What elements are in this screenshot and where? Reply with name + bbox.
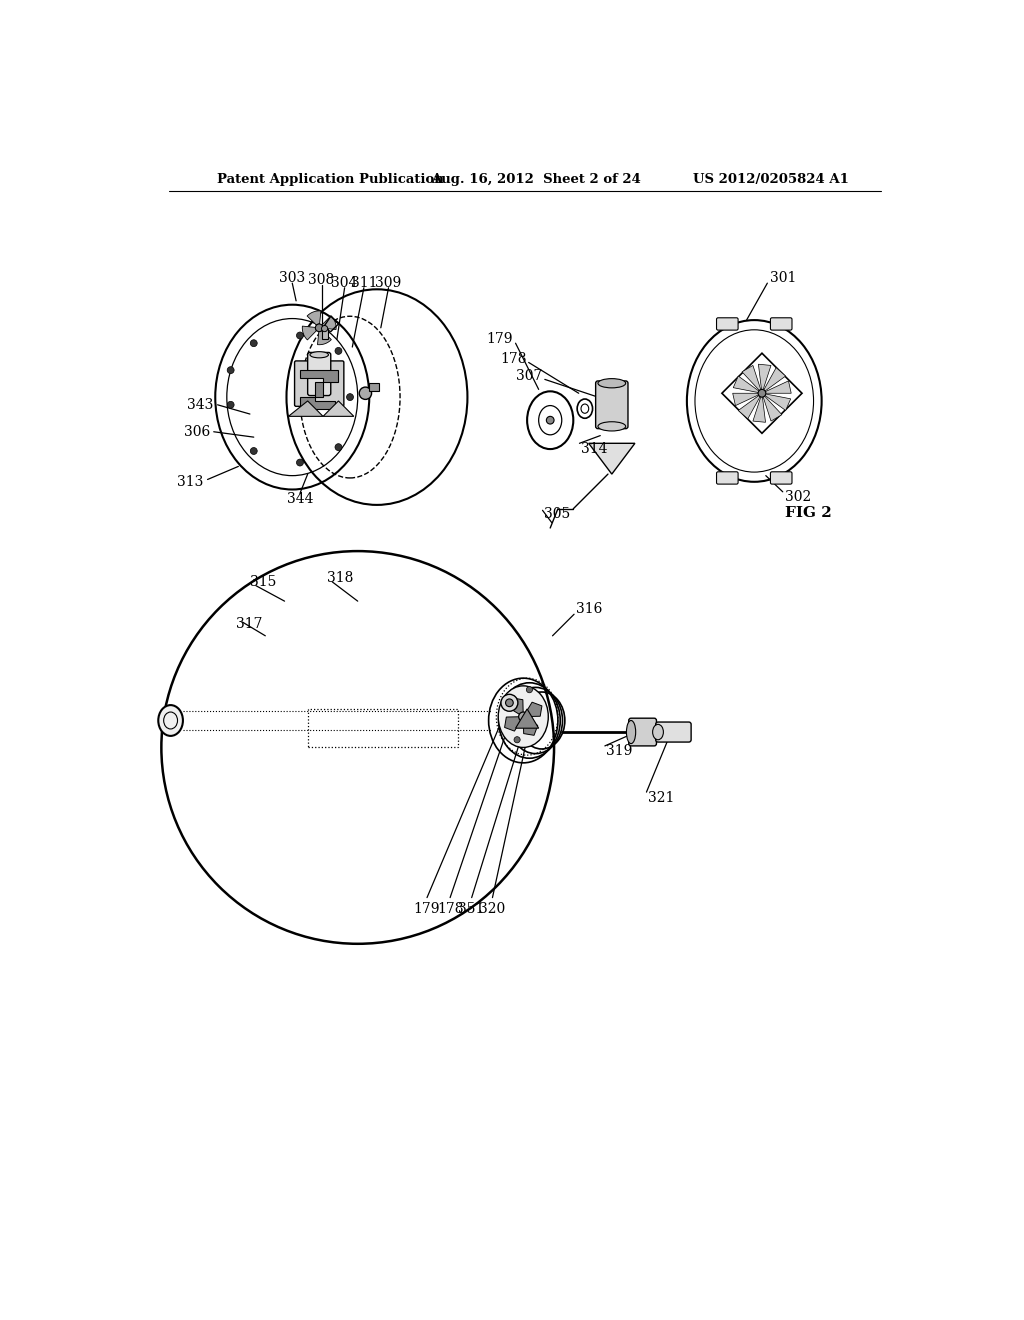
Circle shape — [227, 401, 234, 408]
Bar — [307, 709, 458, 747]
Text: 318: 318 — [327, 572, 353, 585]
Polygon shape — [589, 444, 635, 474]
FancyBboxPatch shape — [717, 471, 738, 484]
FancyBboxPatch shape — [629, 718, 656, 746]
Circle shape — [250, 447, 257, 454]
Circle shape — [335, 444, 342, 450]
Text: 343: 343 — [187, 397, 214, 412]
Circle shape — [250, 339, 257, 347]
Circle shape — [514, 737, 520, 743]
Polygon shape — [317, 330, 332, 345]
FancyBboxPatch shape — [307, 352, 331, 396]
Circle shape — [297, 459, 303, 466]
Circle shape — [501, 694, 518, 711]
FancyBboxPatch shape — [295, 360, 344, 407]
Text: 303: 303 — [280, 271, 305, 285]
Polygon shape — [307, 312, 321, 325]
Polygon shape — [742, 366, 761, 391]
Polygon shape — [302, 326, 316, 341]
Bar — [322, 329, 329, 339]
Polygon shape — [523, 717, 538, 735]
FancyBboxPatch shape — [596, 381, 628, 429]
Polygon shape — [523, 702, 542, 717]
Text: 317: 317 — [237, 618, 262, 631]
Polygon shape — [505, 717, 523, 731]
Circle shape — [315, 323, 323, 331]
Text: 319: 319 — [606, 744, 633, 758]
Circle shape — [547, 416, 554, 424]
Polygon shape — [323, 401, 354, 416]
Text: 302: 302 — [785, 490, 811, 504]
Text: 309: 309 — [376, 276, 401, 290]
Polygon shape — [763, 396, 782, 421]
Polygon shape — [733, 393, 759, 405]
Text: 308: 308 — [308, 273, 335, 286]
Polygon shape — [753, 397, 766, 422]
Text: 316: 316 — [575, 602, 602, 616]
Polygon shape — [738, 396, 760, 418]
Text: 320: 320 — [479, 902, 506, 916]
Text: 311: 311 — [350, 276, 377, 290]
FancyBboxPatch shape — [770, 471, 792, 484]
Ellipse shape — [627, 721, 636, 743]
Ellipse shape — [598, 379, 626, 388]
Text: 315: 315 — [250, 576, 276, 589]
Text: 178: 178 — [500, 351, 526, 366]
Circle shape — [518, 711, 528, 721]
Text: 179: 179 — [414, 902, 440, 916]
Circle shape — [346, 393, 353, 400]
Circle shape — [526, 686, 532, 693]
Ellipse shape — [652, 725, 664, 739]
Circle shape — [297, 333, 303, 339]
Circle shape — [359, 387, 372, 400]
Text: 306: 306 — [183, 425, 210, 438]
Polygon shape — [300, 370, 339, 409]
Polygon shape — [765, 393, 791, 411]
Text: 301: 301 — [770, 271, 796, 285]
Polygon shape — [759, 364, 771, 389]
Ellipse shape — [159, 705, 183, 737]
Text: 307: 307 — [516, 368, 543, 383]
Circle shape — [335, 347, 342, 354]
Text: 344: 344 — [287, 492, 313, 506]
FancyBboxPatch shape — [655, 722, 691, 742]
Polygon shape — [766, 381, 792, 393]
Bar — [370, 383, 379, 391]
Polygon shape — [289, 401, 323, 416]
Text: 179: 179 — [486, 333, 513, 346]
Polygon shape — [322, 315, 336, 330]
Text: Aug. 16, 2012  Sheet 2 of 24: Aug. 16, 2012 Sheet 2 of 24 — [431, 173, 641, 186]
Text: Patent Application Publication: Patent Application Publication — [217, 173, 443, 186]
Text: 304: 304 — [332, 276, 357, 290]
Text: 351: 351 — [459, 902, 484, 916]
Text: FIG 2: FIG 2 — [785, 506, 831, 520]
Circle shape — [227, 367, 234, 374]
Polygon shape — [764, 368, 785, 391]
Text: 321: 321 — [648, 791, 675, 804]
Circle shape — [758, 389, 766, 397]
Ellipse shape — [499, 686, 548, 747]
Circle shape — [322, 326, 328, 331]
Polygon shape — [509, 698, 523, 717]
Circle shape — [506, 700, 513, 706]
Polygon shape — [733, 376, 759, 392]
Text: 178: 178 — [437, 902, 463, 916]
Text: 305: 305 — [544, 507, 570, 521]
Text: US 2012/0205824 A1: US 2012/0205824 A1 — [692, 173, 849, 186]
FancyBboxPatch shape — [717, 318, 738, 330]
Ellipse shape — [310, 351, 329, 358]
Text: 314: 314 — [581, 442, 607, 455]
FancyBboxPatch shape — [770, 318, 792, 330]
Polygon shape — [515, 709, 539, 729]
Text: 313: 313 — [177, 475, 204, 488]
Ellipse shape — [598, 422, 626, 432]
